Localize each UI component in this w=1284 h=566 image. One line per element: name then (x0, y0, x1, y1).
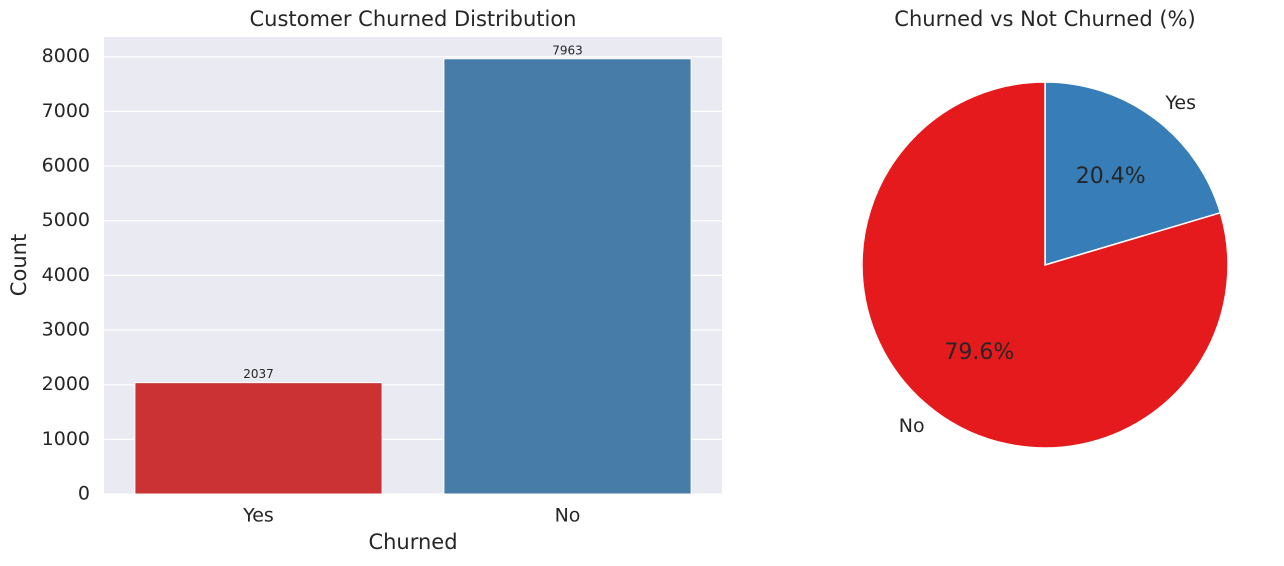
y-axis-label: Count (7, 234, 31, 296)
pie-slice (1044, 81, 1222, 267)
x-tick-label: No (555, 505, 581, 527)
percent-label: 79.6% (944, 340, 1014, 365)
y-tick-label: 8000 (42, 45, 90, 67)
y-tick-label: 0 (78, 483, 90, 505)
slice-label: Yes (1164, 92, 1196, 114)
y-tick-label: 7000 (42, 100, 90, 122)
y-tick-label: 3000 (42, 319, 90, 341)
percent-label: 20.4% (1076, 164, 1146, 189)
y-tick-label: 5000 (42, 209, 90, 231)
chart-title: Customer Churned Distribution (250, 7, 577, 31)
x-axis-label: Churned (368, 530, 457, 554)
pie-slice (861, 81, 1229, 449)
data-label: 7963 (552, 43, 583, 57)
bar (443, 58, 692, 495)
slice-label: No (899, 415, 925, 437)
bar (134, 382, 383, 495)
y-tick-label: 2000 (42, 373, 90, 395)
data-label: 2037 (243, 367, 274, 381)
y-tick-label: 6000 (42, 155, 90, 177)
y-tick-label: 1000 (42, 428, 90, 450)
y-tick-label: 4000 (42, 264, 90, 286)
x-tick-label: Yes (242, 505, 274, 527)
chart-title: Churned vs Not Churned (%) (894, 7, 1195, 31)
